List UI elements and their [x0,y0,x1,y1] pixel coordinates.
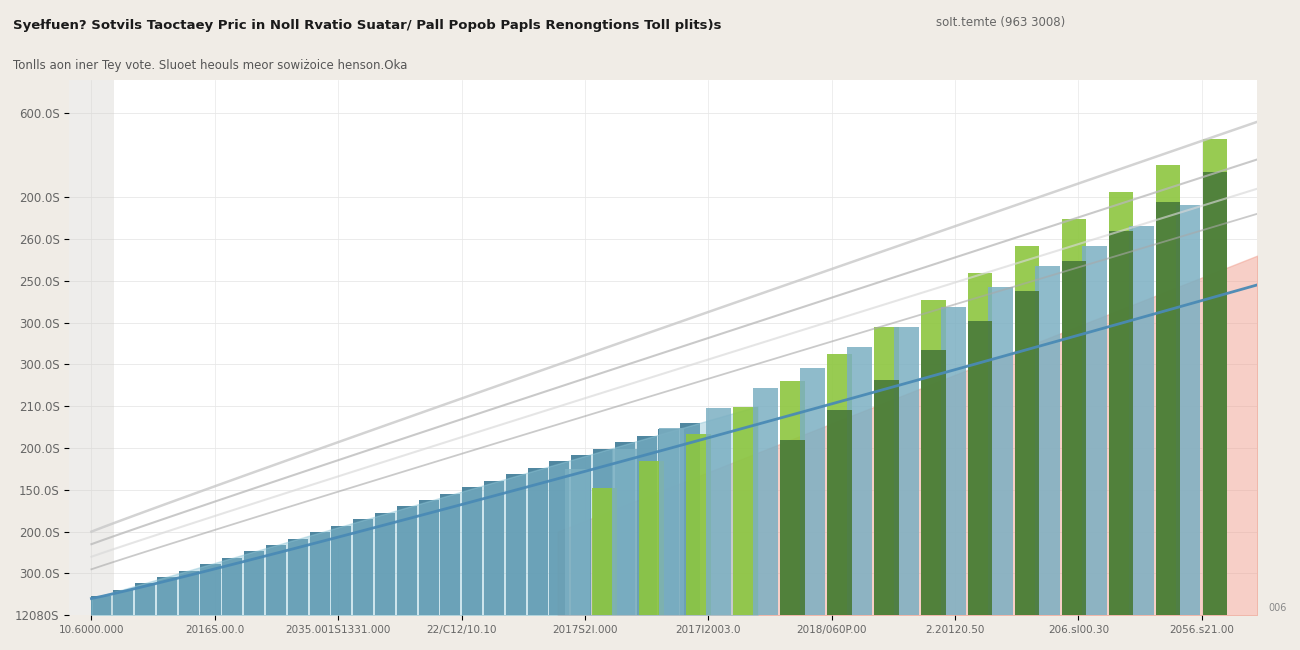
Bar [1015,246,1040,616]
Bar [332,526,351,616]
Text: soIt.temte (963 3008): soIt.temte (963 3008) [936,16,1065,29]
Bar [566,469,590,616]
Bar [780,439,805,616]
Bar [941,307,966,616]
Bar [801,368,824,616]
Bar [1015,291,1040,616]
Bar [686,434,711,616]
Bar [659,430,679,616]
Bar [419,500,438,616]
Bar [571,455,592,616]
Bar [374,513,395,616]
Bar [222,558,242,616]
Bar [968,320,992,616]
Bar [200,564,221,616]
Bar [1130,226,1153,616]
Bar [780,381,805,616]
Bar [640,462,664,616]
Bar [528,468,547,616]
Bar [894,327,919,616]
Bar [593,488,616,616]
Bar [922,300,945,616]
Bar [1035,266,1059,616]
Text: 006: 006 [1269,603,1287,613]
Bar [1109,231,1134,616]
Bar [733,408,758,616]
Bar [1062,261,1087,616]
Bar [91,596,112,616]
Bar [69,80,113,616]
Bar [848,347,872,616]
Bar [1062,219,1087,616]
Bar [135,584,155,616]
Bar [1109,192,1134,616]
Bar [309,532,330,616]
Bar [615,442,634,616]
Bar [680,423,701,616]
Bar [827,354,852,616]
Bar [113,590,134,616]
Bar [354,519,373,616]
Bar [441,493,460,616]
Bar [244,551,264,616]
Bar [706,408,731,616]
Bar [157,577,177,616]
Bar [637,436,656,616]
Bar [988,287,1013,616]
Bar [463,487,482,616]
Bar [1082,246,1106,616]
Bar [1202,172,1227,616]
Bar [612,448,637,616]
Text: Syełfuen? Sotvils Taoctaey Pric in Noll Rvatio Suatar/ Pall Popob Papls Renongti: Syełfuen? Sotvils Taoctaey Pric in Noll … [13,20,722,32]
Bar [550,462,569,616]
Bar [266,545,286,616]
Bar [178,571,199,616]
Bar [1156,202,1180,616]
Bar [659,428,684,616]
Bar [968,273,992,616]
Bar [287,538,308,616]
Bar [1202,138,1227,616]
Bar [484,481,504,616]
Bar [396,506,417,616]
Text: Tonlls aon iner Tey vote. Sluoet heouls meor sowiżoice henson.Oka: Tonlls aon iner Tey vote. Sluoet heouls … [13,58,407,72]
Bar [753,388,777,616]
Bar [827,410,852,616]
Bar [1156,166,1180,616]
Bar [922,350,945,616]
Bar [1176,205,1200,616]
Bar [593,448,614,616]
Bar [506,474,526,616]
Bar [874,327,898,616]
Bar [874,380,898,616]
